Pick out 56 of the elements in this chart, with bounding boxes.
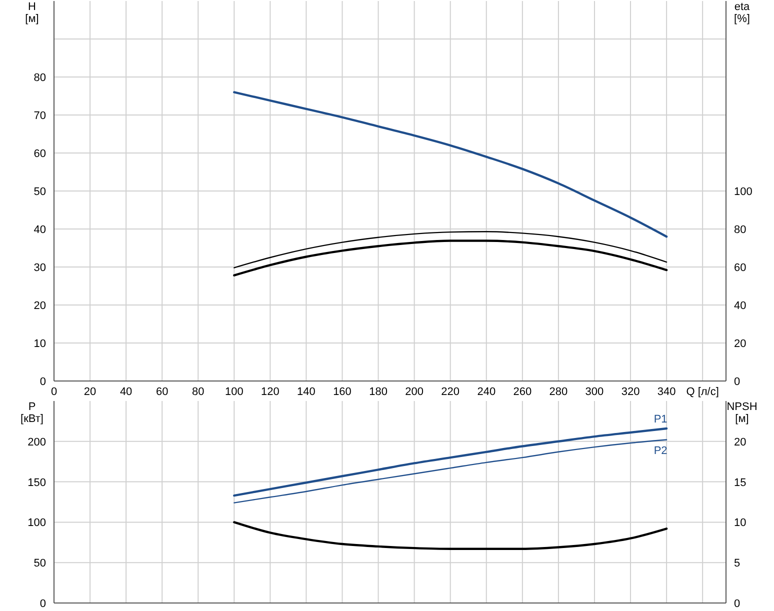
y-tick-label: 20 [34,300,46,312]
y2-tick-label: 100 [734,186,752,198]
y2-tick-label: 80 [734,224,746,236]
y2-tick-label: 20 [734,338,746,350]
x-tick-label: 320 [621,386,640,398]
line-series [233,91,668,238]
x-tick-label: 180 [369,386,388,398]
y-tick-label: 30 [34,262,46,274]
x-tick-label: 120 [261,386,280,398]
y-tick-label: 80 [34,72,46,84]
y-tick-label: 10 [34,338,46,350]
x-axis-title: Q [л/с] [686,386,719,398]
x-tick-label: 280 [549,386,568,398]
y-axis-title: H [м] [25,1,39,25]
y-tick-label: 100 [28,517,46,530]
y2-tick-label: 0 [734,598,740,610]
line-series [233,521,668,550]
line-series [233,427,668,497]
y-tick-label: 50 [34,186,46,198]
y2-axis-title: NPSH [м] [726,401,758,425]
line-series [233,240,668,276]
x-tick-label: 220 [441,386,460,398]
x-tick-label: 200 [405,386,424,398]
y-tick-label: 200 [28,436,46,448]
y2-tick-label: 0 [734,376,740,388]
x-tick-label: 260 [513,386,532,398]
line-series [234,231,668,268]
y2-tick-label: 10 [734,517,746,530]
series-label: P1 [654,413,668,426]
y2-tick-label: 40 [734,300,746,312]
y-tick-label: 50 [34,558,46,570]
y2-tick-label: 60 [734,262,746,274]
y-axis-title: P [кВт] [20,401,44,425]
line-series [234,439,668,504]
y2-tick-label: 15 [734,476,746,489]
y2-axis-title: eta [%] [734,1,751,25]
y-tick-label: 70 [34,110,46,122]
x-tick-label: 100 [224,386,244,398]
x-tick-label: 40 [120,386,132,398]
x-tick-label: 60 [156,386,168,398]
x-tick-label: 0 [50,386,58,398]
y-tick-label: 0 [40,598,46,610]
x-tick-label: 340 [657,386,676,398]
y-tick-label: 0 [40,376,46,388]
x-tick-label: 160 [333,386,352,398]
y2-tick-label: 20 [734,436,746,448]
y-tick-label: 40 [34,224,46,236]
x-tick-label: 300 [585,386,604,398]
x-tick-label: 140 [297,386,316,398]
series-label: P2 [654,444,668,457]
x-tick-label: 240 [477,386,496,398]
x-tick-label: 80 [192,386,204,398]
y-tick-label: 60 [34,148,46,160]
y2-tick-label: 5 [734,558,740,570]
x-tick-label: 20 [84,386,96,398]
y-tick-label: 150 [28,476,46,489]
